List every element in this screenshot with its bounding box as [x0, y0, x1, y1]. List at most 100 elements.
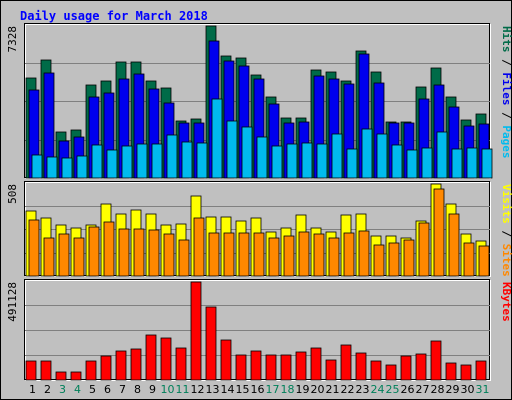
- x-tick-label-22: 22: [341, 383, 355, 396]
- bar-sites-6: [103, 221, 115, 277]
- bar-kbytes-11: [175, 347, 187, 381]
- bar-sites-30: [463, 242, 475, 277]
- bar-kbytes-26: [400, 355, 412, 381]
- panel-max-label: 491128: [6, 282, 19, 322]
- bar-sites-26: [403, 239, 415, 277]
- bar-pages-29: [451, 148, 463, 179]
- bar-sites-24: [373, 244, 385, 277]
- bar-kbytes-28: [430, 340, 442, 381]
- x-tick-label-30: 30: [461, 383, 475, 396]
- x-tick-label-27: 27: [416, 383, 430, 396]
- legend-part: Hits: [500, 26, 512, 53]
- bar-pages-11: [181, 141, 193, 179]
- bar-sites-29: [448, 213, 460, 277]
- bar-sites-25: [388, 242, 400, 277]
- legend-part: Pages: [500, 125, 512, 158]
- bar-pages-22: [346, 148, 358, 179]
- x-tick-label-14: 14: [221, 383, 235, 396]
- x-tick-label-5: 5: [89, 383, 96, 396]
- x-tick-label-1: 1: [29, 383, 36, 396]
- bar-kbytes-6: [100, 355, 112, 381]
- bar-sites-22: [343, 232, 355, 277]
- panel-max-label: 7328: [6, 26, 19, 53]
- bar-sites-31: [478, 245, 490, 277]
- panels-layer: 7328 Hits / Files / Pages 508 Visits / Site…: [6, 23, 512, 381]
- x-tick-label-9: 9: [149, 383, 156, 396]
- bar-pages-13: [211, 98, 223, 179]
- bar-kbytes-27: [415, 353, 427, 381]
- bar-sites-14: [223, 232, 235, 277]
- x-tick-label-7: 7: [119, 383, 126, 396]
- panel-hits_files_pages: 7328 Hits / Files / Pages: [6, 23, 512, 179]
- bar-pages-16: [256, 136, 268, 179]
- x-tick-label-12: 12: [191, 383, 205, 396]
- panel-visits_sites: 508 Visits / Sites: [6, 181, 512, 277]
- bar-sites-2: [43, 237, 55, 277]
- bar-sites-9: [148, 229, 160, 277]
- legend-part: KBytes: [500, 282, 512, 322]
- x-tick-label-18: 18: [281, 383, 295, 396]
- bar-sites-17: [268, 237, 280, 277]
- x-tick-label-31: 31: [476, 383, 490, 396]
- bar-kbytes-24: [370, 360, 382, 381]
- bar-kbytes-3: [55, 371, 67, 381]
- bar-kbytes-14: [220, 339, 232, 381]
- bar-kbytes-12: [190, 281, 202, 381]
- bar-pages-26: [406, 149, 418, 179]
- bar-pages-24: [376, 133, 388, 179]
- bar-sites-5: [88, 226, 100, 277]
- bar-pages-30: [466, 147, 478, 179]
- bar-pages-15: [241, 126, 253, 179]
- bar-kbytes-20: [310, 347, 322, 381]
- legend-part: Files: [500, 72, 512, 105]
- x-tick-label-19: 19: [296, 383, 310, 396]
- bar-pages-8: [136, 143, 148, 179]
- bar-sites-11: [178, 239, 190, 277]
- bar-pages-4: [76, 155, 88, 179]
- bar-pages-23: [361, 128, 373, 179]
- x-tick-label-2: 2: [44, 383, 51, 396]
- bar-kbytes-30: [460, 364, 472, 381]
- bar-sites-3: [58, 233, 70, 277]
- bar-pages-1: [31, 154, 43, 179]
- x-tick-label-16: 16: [251, 383, 265, 396]
- bar-sites-28: [433, 188, 445, 277]
- series-sites: [28, 188, 490, 277]
- panel-legend-label: Hits / Files / Pages: [500, 26, 512, 159]
- bar-sites-19: [298, 231, 310, 277]
- x-tick-label-21: 21: [326, 383, 340, 396]
- series-kbytes: [25, 281, 487, 381]
- x-tick-label-10: 10: [161, 383, 175, 396]
- panel-legend-label: Visits / Sites: [500, 184, 512, 277]
- x-tick-label-17: 17: [266, 383, 280, 396]
- bar-kbytes-31: [475, 360, 487, 381]
- bar-sites-7: [118, 228, 130, 277]
- x-tick-label-4: 4: [74, 383, 81, 396]
- legend-part: /: [500, 224, 512, 244]
- bar-pages-17: [271, 145, 283, 179]
- bar-sites-13: [208, 232, 220, 277]
- x-tick-label-26: 26: [401, 383, 415, 396]
- panel-legend-label: KBytes: [500, 282, 512, 322]
- bar-pages-2: [46, 156, 58, 179]
- bar-kbytes-7: [115, 350, 127, 381]
- bar-pages-19: [301, 142, 313, 179]
- bar-pages-9: [151, 143, 163, 179]
- x-tick-label-20: 20: [311, 383, 325, 396]
- bar-kbytes-1: [25, 360, 37, 381]
- bar-pages-31: [481, 148, 493, 179]
- bar-pages-3: [61, 157, 73, 179]
- bar-pages-5: [91, 144, 103, 179]
- x-tick-label-6: 6: [104, 383, 111, 396]
- bar-kbytes-5: [85, 360, 97, 381]
- bar-sites-8: [133, 228, 145, 277]
- legend-part: Sites: [500, 244, 512, 277]
- bar-pages-28: [436, 131, 448, 179]
- x-tick-label-11: 11: [176, 383, 190, 396]
- bar-pages-18: [286, 143, 298, 179]
- bar-kbytes-8: [130, 348, 142, 381]
- bar-pages-27: [421, 147, 433, 179]
